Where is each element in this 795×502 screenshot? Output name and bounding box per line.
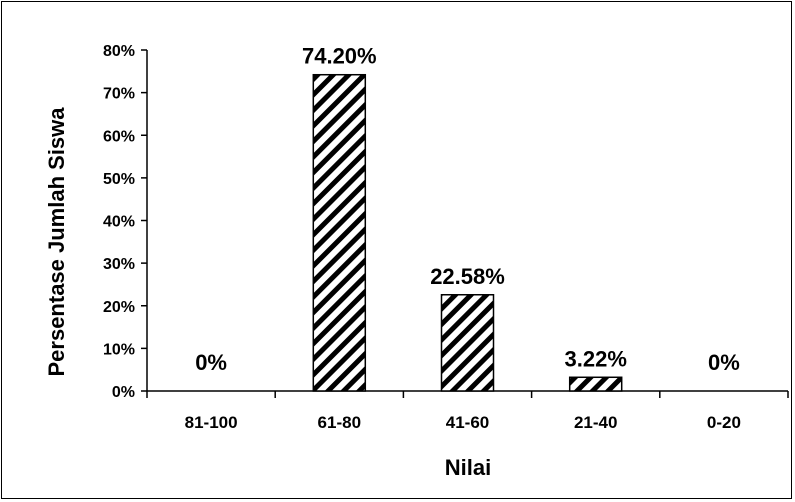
y-tick-label: 20% <box>103 299 135 316</box>
data-label: 0% <box>195 350 227 375</box>
y-tick-label: 70% <box>103 86 135 103</box>
y-tick-label: 60% <box>103 128 135 145</box>
x-tick-label: 61-80 <box>318 413 361 432</box>
data-label: 0% <box>708 350 740 375</box>
bar <box>568 376 623 392</box>
y-tick-label: 80% <box>103 43 135 60</box>
x-tick-label: 21-40 <box>574 413 617 432</box>
y-tick-label: 10% <box>103 341 135 358</box>
x-tick-label: 41-60 <box>446 413 489 432</box>
data-label: 3.22% <box>565 346 627 371</box>
bar <box>440 294 495 392</box>
bars <box>312 73 623 392</box>
y-tick-label: 0% <box>112 384 135 401</box>
y-tick-label: 50% <box>103 171 135 188</box>
y-axis-title: Persentase Jumlah Siswa <box>44 107 69 377</box>
y-tick-label: 40% <box>103 214 135 231</box>
x-tick-label: 81-100 <box>185 413 238 432</box>
data-label: 22.58% <box>430 264 505 289</box>
bar <box>312 73 367 392</box>
x-tick-label: 0-20 <box>707 413 741 432</box>
axes <box>141 49 789 398</box>
y-tick-label: 30% <box>103 256 135 273</box>
data-label: 74.20% <box>302 44 377 69</box>
labels: 0% 10% 20% 30% 40% 50% 60% 70% 80% 81-100 0% 61-80 7… <box>103 43 741 432</box>
x-axis-title: Nilai <box>445 455 491 480</box>
